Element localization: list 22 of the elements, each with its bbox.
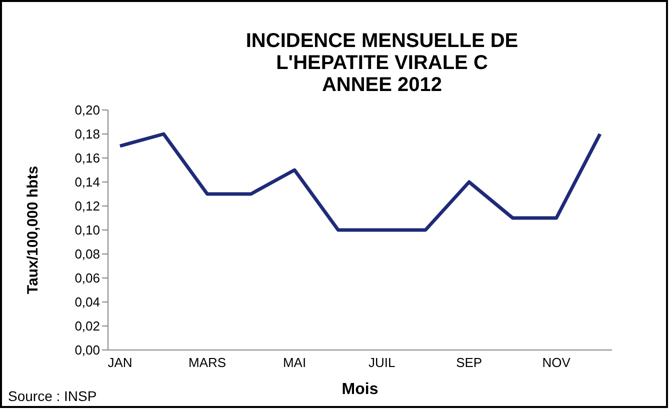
y-tick-label: 0,10: [74, 222, 100, 238]
y-axis-title: Taux/100,000 hbts: [24, 166, 42, 294]
y-tick-label: 0,18: [74, 126, 100, 142]
y-tick-label: 0,08: [74, 246, 100, 262]
x-tick-label: JAN: [108, 355, 132, 370]
line-series: [118, 132, 602, 232]
y-tick-label: 0,16: [74, 150, 100, 166]
source-note: Source : INSP: [8, 388, 97, 404]
x-tick-label: SEP: [456, 355, 482, 370]
x-tick-label: NOV: [542, 355, 571, 370]
y-tick-label: 0,12: [74, 198, 100, 214]
y-tick-label: 0,00: [74, 342, 100, 358]
y-tick-label: 0,02: [74, 318, 100, 334]
x-tick-label: MAI: [282, 355, 306, 370]
x-axis-title: Mois: [342, 381, 378, 398]
chart-title: INCIDENCE MENSUELLE DE L'HEPATITE VIRALE C ANNEE 2012: [244, 30, 520, 96]
y-tick-label: 0,04: [74, 294, 100, 310]
y-tick-label: 0,14: [74, 174, 100, 190]
y-tick-label: 0,20: [74, 102, 100, 118]
y-tick-label: 0,06: [74, 270, 100, 286]
x-tick-label: MARS: [188, 355, 226, 370]
x-tick-label: JUIL: [368, 355, 396, 370]
